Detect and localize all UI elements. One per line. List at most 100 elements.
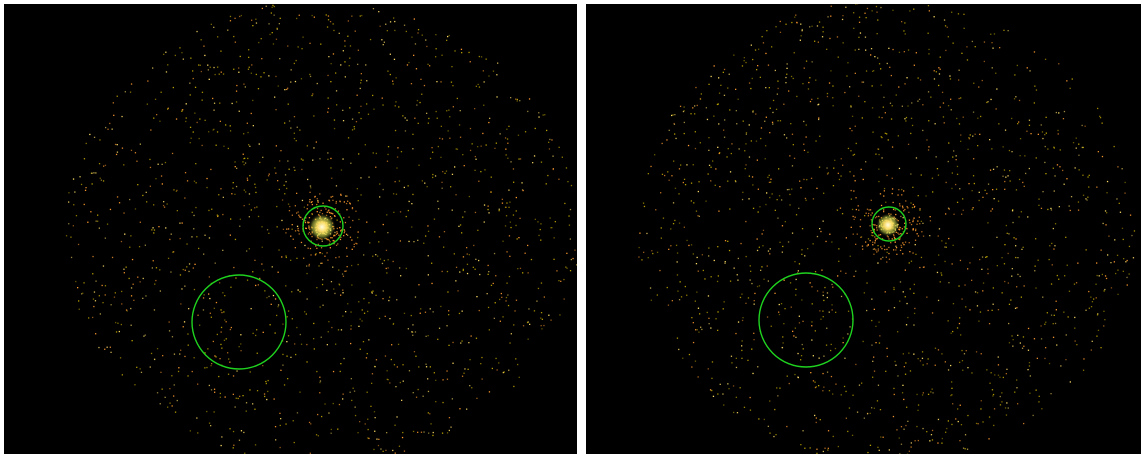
photon-event bbox=[344, 61, 346, 63]
photon-event bbox=[765, 203, 767, 206]
photon-event bbox=[745, 220, 747, 223]
photon-event bbox=[295, 59, 297, 62]
photon-event bbox=[488, 212, 490, 214]
photon-event bbox=[459, 110, 461, 112]
photon-event bbox=[312, 93, 314, 95]
photon-event bbox=[240, 14, 242, 17]
photon-event bbox=[1002, 146, 1004, 148]
photon-event bbox=[278, 249, 280, 251]
photon-event bbox=[738, 148, 740, 150]
photon-event bbox=[239, 225, 241, 227]
photon-event bbox=[656, 294, 658, 296]
photon-event bbox=[904, 22, 906, 24]
photon-event bbox=[786, 63, 788, 65]
photon-event bbox=[515, 224, 517, 227]
photon-event bbox=[744, 168, 746, 170]
photon-event bbox=[901, 194, 903, 196]
photon-event bbox=[252, 403, 254, 405]
photon-event bbox=[971, 190, 973, 192]
photon-event bbox=[952, 303, 955, 305]
photon-event bbox=[208, 237, 211, 239]
photon-event bbox=[686, 164, 688, 166]
source-region-circle-left[interactable] bbox=[302, 205, 344, 247]
photon-event bbox=[427, 412, 429, 414]
photon-event bbox=[386, 272, 388, 274]
photon-event bbox=[349, 226, 352, 228]
photon-event bbox=[474, 108, 476, 110]
photon-event bbox=[862, 248, 864, 250]
photon-event bbox=[991, 309, 993, 311]
photon-event bbox=[349, 202, 351, 204]
photon-event bbox=[185, 103, 187, 105]
photon-event bbox=[425, 39, 427, 41]
photon-event bbox=[319, 392, 321, 394]
photon-event bbox=[206, 186, 208, 189]
photon-event bbox=[254, 408, 256, 410]
photon-event bbox=[1022, 246, 1024, 248]
photon-event bbox=[335, 90, 338, 92]
photon-event bbox=[946, 26, 948, 28]
photon-event bbox=[728, 249, 731, 252]
photon-event bbox=[772, 123, 774, 125]
photon-event bbox=[248, 193, 251, 195]
photon-event bbox=[967, 414, 969, 417]
photon-event bbox=[908, 211, 910, 213]
photon-event bbox=[991, 42, 993, 44]
photon-event bbox=[842, 15, 844, 17]
photon-event bbox=[188, 263, 191, 265]
photon-event bbox=[748, 82, 751, 84]
photon-event bbox=[383, 41, 385, 43]
photon-event bbox=[429, 413, 431, 415]
photon-event bbox=[920, 174, 922, 176]
photon-event bbox=[1104, 288, 1106, 291]
photon-event bbox=[389, 21, 392, 23]
photon-event bbox=[245, 402, 248, 404]
photon-event bbox=[872, 235, 874, 237]
photon-event bbox=[840, 158, 842, 160]
photon-event bbox=[638, 256, 640, 258]
photon-event bbox=[926, 296, 928, 298]
photon-event bbox=[532, 162, 534, 164]
photon-event bbox=[1015, 238, 1017, 240]
photon-event bbox=[442, 379, 444, 381]
photon-event bbox=[861, 245, 864, 247]
photon-event bbox=[1072, 142, 1075, 144]
photon-event bbox=[1075, 137, 1077, 139]
photon-event bbox=[1014, 307, 1017, 309]
photon-event bbox=[905, 324, 908, 326]
photon-event bbox=[441, 138, 444, 140]
photon-event bbox=[817, 97, 819, 100]
photon-event bbox=[492, 70, 495, 72]
photon-event bbox=[900, 246, 903, 248]
photon-event bbox=[412, 392, 414, 394]
photon-event bbox=[558, 146, 560, 148]
photon-event bbox=[900, 443, 903, 445]
photon-event bbox=[478, 55, 480, 58]
photon-event bbox=[797, 376, 799, 378]
photon-event bbox=[723, 136, 726, 138]
photon-event bbox=[922, 104, 924, 106]
photon-event bbox=[729, 109, 731, 111]
photon-event bbox=[697, 190, 699, 193]
photon-event bbox=[95, 333, 97, 335]
photon-event bbox=[394, 181, 396, 183]
background-region-circle-right[interactable] bbox=[758, 272, 854, 368]
photon-event bbox=[296, 326, 298, 329]
photon-event bbox=[111, 128, 113, 130]
photon-event bbox=[990, 372, 992, 374]
photon-event bbox=[1035, 287, 1037, 289]
photon-event bbox=[474, 211, 477, 214]
photon-event bbox=[431, 282, 433, 285]
photon-event bbox=[812, 243, 814, 245]
photon-event bbox=[509, 255, 511, 257]
photon-event bbox=[844, 91, 846, 94]
photon-event bbox=[699, 97, 702, 100]
photon-event bbox=[1027, 369, 1029, 371]
background-region-circle-left[interactable] bbox=[191, 274, 287, 370]
photon-event bbox=[224, 319, 226, 321]
photon-event bbox=[506, 138, 509, 140]
photon-event bbox=[1101, 122, 1103, 124]
photon-event bbox=[801, 249, 803, 251]
source-region-circle-right[interactable] bbox=[871, 206, 907, 242]
photon-event bbox=[128, 277, 130, 280]
